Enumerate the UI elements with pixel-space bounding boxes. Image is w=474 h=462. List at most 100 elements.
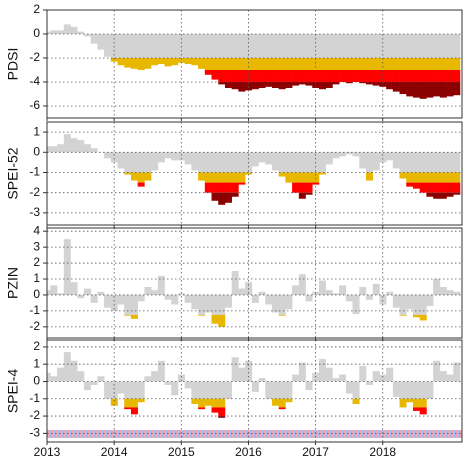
bar-segment — [191, 398, 199, 404]
bar-segment — [47, 146, 51, 153]
bar-segment — [278, 314, 286, 316]
bar-segment — [406, 58, 414, 70]
bar-segment — [298, 152, 306, 173]
bar-segment — [245, 58, 253, 70]
bar-segment — [419, 172, 427, 183]
y-tick-label: 1 — [33, 356, 40, 370]
bar-segment — [433, 360, 441, 382]
bar-segment — [137, 381, 145, 399]
bar-segment — [251, 70, 259, 82]
bar-segment — [271, 381, 279, 399]
bar-segment — [218, 407, 226, 417]
bar-segment — [97, 376, 105, 382]
bar-segment — [238, 182, 246, 185]
bar-segment — [231, 152, 239, 173]
x-tick-label: 2017 — [302, 445, 329, 459]
y-tick-label: -2 — [29, 185, 40, 199]
bar-segment — [238, 152, 246, 173]
bar-segment — [218, 381, 226, 399]
plot-area — [47, 24, 461, 99]
bar-segment — [238, 70, 246, 82]
bar-segment — [305, 58, 313, 70]
bar-segment — [392, 70, 400, 82]
x-tick-label: 2015 — [168, 445, 195, 459]
bar-segment — [446, 152, 454, 173]
bar-segment — [325, 82, 333, 88]
bar-segment — [339, 34, 347, 58]
panel-frame — [46, 9, 463, 119]
bar-segment — [426, 82, 434, 98]
bar-segment — [184, 58, 192, 64]
bar-segment — [204, 398, 212, 406]
bar-segment — [265, 381, 273, 399]
bar-segment — [318, 58, 326, 70]
bar-segment — [318, 82, 326, 90]
bar-segment — [285, 398, 293, 403]
bar-segment — [211, 152, 219, 173]
bar-segment — [292, 172, 300, 183]
y-axis-label: SPEI-52 — [5, 147, 21, 199]
bar-segment — [406, 182, 414, 187]
bar-segment — [352, 58, 360, 70]
bar-segment — [305, 192, 313, 195]
bar-segment — [292, 285, 300, 295]
bar-segment — [171, 381, 179, 396]
bar-segment — [218, 82, 226, 85]
bar-segment — [433, 192, 441, 199]
bar-segment — [305, 34, 313, 58]
bar-segment — [70, 138, 78, 153]
index-strip — [47, 430, 462, 438]
bar-segment — [453, 58, 461, 70]
bar-segment — [224, 381, 232, 399]
bar-segment — [90, 148, 98, 153]
bar-segment — [426, 381, 434, 399]
bar-segment — [224, 58, 232, 70]
bar-segment — [446, 70, 454, 82]
bar-segment — [104, 294, 112, 308]
bar-segment — [50, 146, 58, 153]
bar-segment — [90, 381, 98, 385]
bar-segment — [211, 407, 219, 413]
bar-segment — [426, 172, 434, 183]
bar-segment — [446, 192, 454, 197]
bar-segment — [439, 371, 447, 382]
bar-segment — [271, 58, 279, 70]
bar-segment — [352, 381, 360, 399]
bar-segment — [372, 34, 380, 58]
bar-segment — [47, 290, 51, 295]
bar-segment — [305, 82, 313, 86]
bar-segment — [419, 407, 427, 415]
bar-segment — [151, 152, 159, 171]
bar-segment — [312, 58, 320, 70]
y-tick-label: 2 — [33, 2, 40, 16]
bar-segment — [379, 58, 387, 70]
bar-segment — [218, 58, 226, 70]
bar-segment — [218, 70, 226, 82]
bar-segment — [318, 172, 326, 175]
bar-segment — [130, 152, 138, 173]
bar-segment — [292, 374, 300, 382]
y-tick-label: 0 — [33, 26, 40, 40]
bar-segment — [77, 294, 85, 299]
bar-segment — [198, 398, 206, 408]
bar-segment — [238, 172, 246, 183]
bar-segment — [211, 294, 219, 315]
bar-segment — [231, 34, 239, 58]
bar-segment — [211, 314, 219, 324]
bar-segment — [198, 381, 206, 399]
bar-segment — [419, 381, 427, 399]
bar-segment — [298, 70, 306, 82]
y-tick-label: 0 — [33, 144, 40, 158]
y-axis-label: SPEI-4 — [5, 369, 21, 414]
bar-segment — [419, 70, 427, 82]
bar-segment — [63, 134, 71, 153]
bar-segment — [171, 294, 179, 305]
bar-segment — [406, 82, 414, 97]
panel-frame — [46, 227, 463, 339]
bar-segment — [406, 70, 414, 82]
bar-segment — [298, 58, 306, 70]
bar-segment — [137, 58, 145, 70]
bar-segment — [386, 367, 394, 382]
bar-segment — [379, 70, 387, 82]
bar-segment — [204, 58, 212, 70]
